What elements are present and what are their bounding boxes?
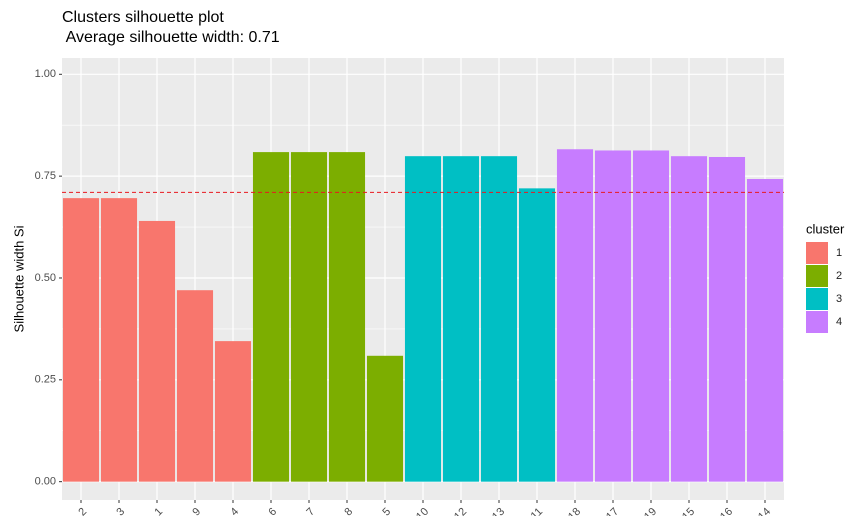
bar (594, 150, 632, 482)
x-tick-label: 6 (266, 506, 279, 516)
x-tick-label: 18 (566, 506, 583, 516)
bar (670, 156, 708, 482)
legend-title: cluster (806, 221, 845, 236)
bar (138, 220, 176, 482)
bar (632, 150, 670, 482)
legend-swatch (806, 265, 828, 287)
bar (62, 198, 100, 482)
bar (518, 188, 556, 482)
x-tick-label: 7 (304, 506, 317, 516)
bar (442, 156, 480, 482)
x-tick-label: 19 (642, 506, 659, 516)
y-tick-label: 0.75 (35, 170, 56, 182)
bar (480, 156, 518, 482)
x-tick-label: 5 (380, 506, 393, 516)
x-tick-label: 4 (228, 506, 241, 516)
bar (290, 152, 328, 482)
x-tick-label: 1 (152, 506, 165, 516)
bar (328, 152, 366, 482)
bar (708, 156, 746, 482)
legend-label: 1 (836, 247, 842, 259)
chart-subtitle: Average silhouette width: 0.71 (62, 29, 280, 46)
bar (746, 178, 784, 482)
y-tick-label: 1.00 (35, 68, 56, 80)
x-tick-label: 2 (76, 506, 89, 516)
legend-swatch (806, 242, 828, 264)
legend-label: 3 (836, 293, 842, 305)
x-tick-label: 11 (529, 506, 546, 516)
x-tick-label: 15 (680, 506, 697, 516)
x-tick-label: 14 (756, 506, 773, 516)
bar (214, 341, 252, 482)
x-tick-label: 17 (604, 506, 621, 516)
x-tick-label: 13 (490, 506, 507, 516)
y-axis-label: Silhouette width Si (11, 225, 26, 332)
legend-swatch (806, 288, 828, 310)
legend-label: 4 (836, 316, 842, 328)
bar (252, 152, 290, 482)
bar (366, 355, 404, 482)
y-tick-label: 0.50 (35, 272, 56, 284)
chart-title: Clusters silhouette plot (62, 9, 224, 26)
y-tick-label: 0.25 (35, 374, 56, 386)
bar (404, 156, 442, 482)
legend-label: 2 (836, 270, 842, 282)
bar (100, 198, 138, 482)
x-tick-label: 8 (342, 506, 355, 516)
y-tick-label: 0.00 (35, 476, 56, 488)
bar (556, 149, 594, 482)
legend-swatch (806, 311, 828, 333)
x-tick-label: 3 (114, 506, 127, 516)
x-tick-label: 10 (414, 506, 431, 516)
x-tick-label: 12 (452, 506, 469, 516)
x-tick-label: 9 (190, 506, 203, 516)
bar (176, 290, 214, 482)
x-tick-label: 16 (718, 506, 735, 516)
